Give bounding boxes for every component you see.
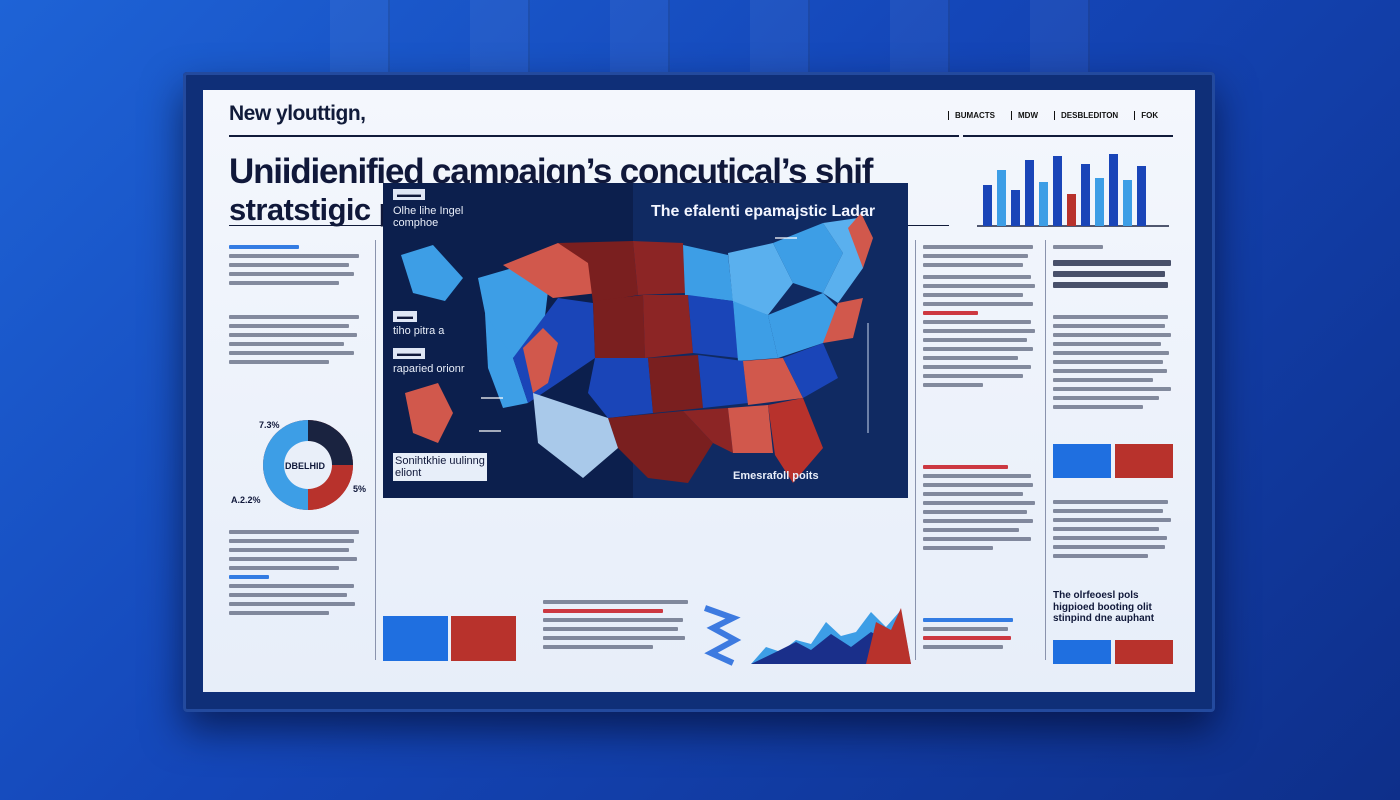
state-region: [698, 355, 748, 408]
bar: [1123, 180, 1132, 226]
state-region: [688, 295, 738, 358]
map-label-top: Olhe lihe Ingel comphoe: [393, 205, 464, 229]
callout-line-2: higpioed booting olit: [1053, 601, 1152, 613]
stripe-bar-chart: [1053, 444, 1173, 478]
bar: [1053, 156, 1062, 226]
nav-item-1[interactable]: BUMACTS: [948, 111, 1001, 120]
state-region: [848, 213, 873, 268]
bar: [1011, 190, 1020, 226]
left-column-text-1: [229, 245, 369, 290]
masthead-rule: [229, 135, 959, 137]
right-column-text-3: [923, 465, 1038, 555]
map-tag-3: ▬▬▬: [393, 348, 425, 359]
state-region: [743, 358, 803, 405]
donut-hole: [284, 441, 332, 489]
column-divider-1: [375, 240, 376, 660]
legend-list: [923, 618, 1018, 654]
column-divider-3: [1045, 240, 1046, 660]
bar: [997, 170, 1006, 226]
map-title: The efalenti epamajstic Ladar: [651, 203, 876, 220]
bar: [1137, 166, 1146, 226]
right-callout: The olrfeoesl pols higpioed booting olit…: [1053, 590, 1178, 625]
state-region: [558, 241, 638, 303]
state-region: [523, 328, 558, 393]
left-column-text-2: [229, 315, 369, 369]
callout-line-1: The olrfeoesl pols: [1053, 590, 1139, 601]
stripe-bar-red: [1115, 444, 1173, 478]
state-region: [768, 398, 823, 483]
nav-rule: [963, 135, 1173, 137]
bar-chart-top-right: [977, 154, 1169, 227]
pie-top-label: 7.3%: [259, 420, 280, 430]
map-tag-2: ▬▬: [393, 311, 417, 322]
map-tag-1: ▬▬▬: [393, 189, 425, 200]
mini-wave-chart: [703, 605, 742, 666]
column-divider-2: [915, 240, 916, 660]
bar: [1025, 160, 1034, 226]
map-label-mid: tiho pitra a: [393, 325, 445, 337]
state-region: [683, 245, 733, 301]
inset-alaska: [405, 383, 453, 443]
state-region: [823, 298, 863, 343]
state-region: [643, 295, 693, 358]
state-region: [728, 405, 773, 453]
nav-bar: BUMACTS MDW DESBLEDITON FOK: [948, 111, 1164, 120]
state-region: [728, 243, 793, 315]
state-region: [588, 358, 653, 418]
mini-bar-red: [451, 616, 516, 661]
bar: [983, 185, 992, 226]
map-label-bottom: Sonihtkhie uulinng eliont: [393, 453, 487, 481]
pie-right-label: 5%: [353, 484, 367, 494]
area-series-red: [866, 608, 911, 664]
mini-bar-chart: [383, 616, 516, 661]
right-column-text-2: [923, 275, 1038, 392]
state-region: [593, 295, 645, 358]
election-map-panel: The efalenti epamajstic Ladar ▬▬▬ Olhe l…: [383, 183, 908, 498]
newspaper-screen: New ylouttign, BUMACTS MDW DESBLEDITON F…: [203, 90, 1195, 692]
bar: [1067, 194, 1076, 226]
mini-wave-line: [703, 605, 742, 666]
state-region: [633, 241, 685, 295]
state-region: [648, 355, 703, 413]
mini-bar-blue: [383, 616, 448, 661]
bar: [1081, 164, 1090, 226]
far-right-text-1: [1053, 315, 1173, 414]
pie-left-label: A.2.2%: [231, 495, 261, 505]
right-column-text-1: [923, 245, 1038, 272]
stripe-bar-blue: [1053, 444, 1111, 478]
pie-center-label: DBELHID: [285, 461, 325, 471]
map-label-bottom-right: Emesrafoll poits: [733, 470, 819, 482]
state-region: [683, 408, 733, 453]
left-column-text-3: [229, 530, 369, 620]
bar: [1039, 182, 1048, 226]
state-region: [783, 343, 838, 398]
bottom-stripe-red: [1115, 640, 1173, 664]
donut-chart: [263, 420, 353, 510]
callout-line-3: stinpind dne auphant: [1053, 613, 1155, 624]
far-right-heading: [1053, 245, 1173, 254]
bar: [1095, 178, 1104, 226]
nav-item-4[interactable]: FOK: [1134, 111, 1164, 120]
state-region: [608, 411, 713, 483]
bar: [1109, 154, 1118, 226]
state-region: [533, 393, 618, 478]
bottom-stripe-chart: [1053, 640, 1173, 664]
state-region: [485, 313, 528, 408]
inset-hawaii: [401, 245, 463, 301]
us-map: [401, 213, 873, 483]
bottom-stripe-blue: [1053, 640, 1111, 664]
bottom-center-text: [543, 600, 693, 654]
map-label-low: raparied orionr: [393, 363, 465, 375]
far-right-text-2: [1053, 500, 1173, 563]
masthead: New ylouttign,: [229, 102, 366, 125]
area-chart: [751, 608, 911, 664]
nav-item-2[interactable]: MDW: [1011, 111, 1044, 120]
state-region: [733, 301, 778, 361]
state-region: [768, 293, 838, 358]
state-region: [503, 243, 598, 298]
state-region: [773, 223, 843, 293]
far-right-bold-block: [1053, 260, 1173, 293]
display-frame: New ylouttign, BUMACTS MDW DESBLEDITON F…: [183, 72, 1215, 712]
nav-item-3[interactable]: DESBLEDITON: [1054, 111, 1124, 120]
